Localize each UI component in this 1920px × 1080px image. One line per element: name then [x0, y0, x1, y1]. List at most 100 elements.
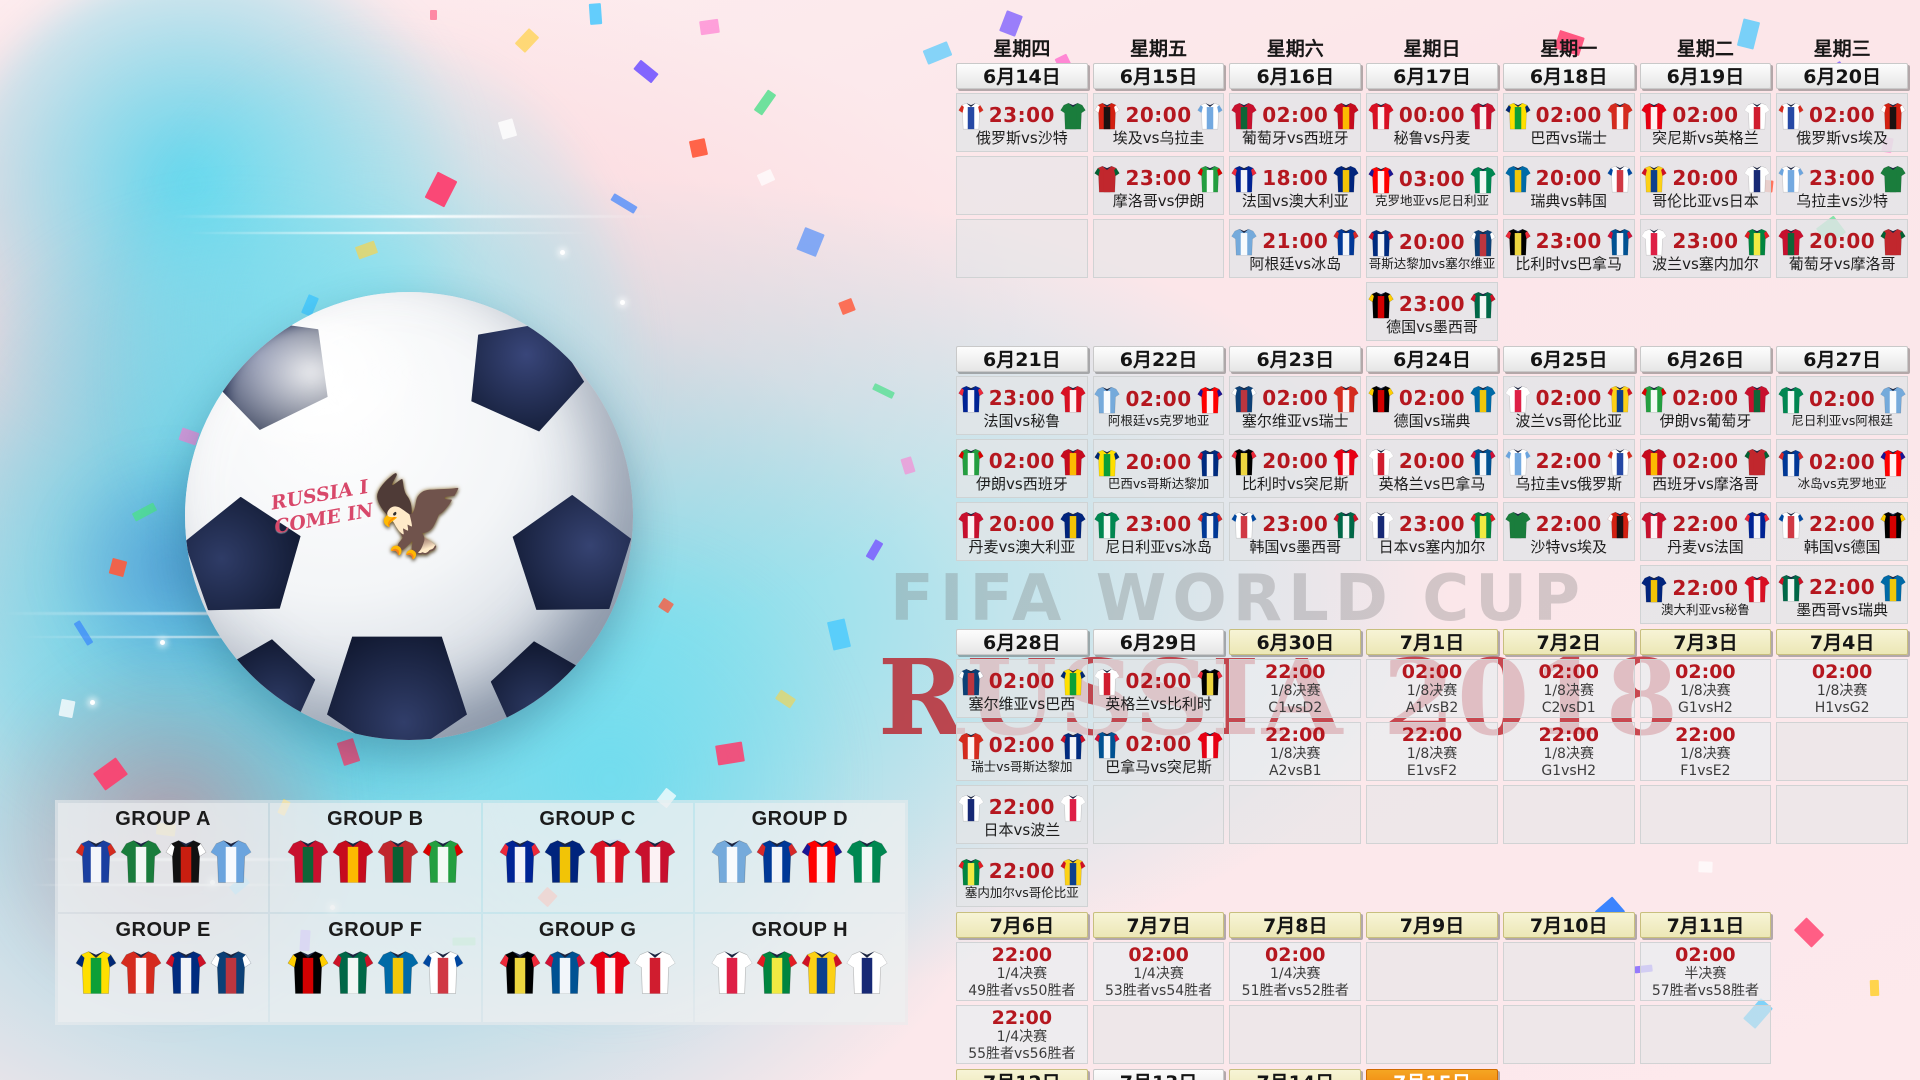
match-cell[interactable]: 02:00 塞尔维亚vs巴西 — [956, 659, 1088, 718]
date-header[interactable]: 6月17日 — [1366, 63, 1498, 89]
match-cell[interactable]: 02:00 半决赛 57胜者vs58胜者 — [1639, 942, 1772, 1001]
match-cell[interactable]: 23:00 法国vs秘鲁 — [956, 376, 1088, 435]
match-cell[interactable]: 02:00 伊朗vs葡萄牙 — [1639, 376, 1772, 435]
date-header[interactable]: 6月22日 — [1092, 346, 1225, 372]
date-header[interactable]: 6月24日 — [1366, 346, 1498, 372]
match-cell[interactable]: 22:00 塞内加尔vs哥伦比亚 — [956, 848, 1088, 907]
date-header[interactable]: 7月9日 — [1366, 912, 1498, 938]
date-header[interactable]: 6月19日 — [1639, 63, 1772, 89]
match-cell[interactable]: 02:00 冰岛vs克罗地亚 — [1776, 439, 1908, 498]
match-cell[interactable]: 22:00 乌拉圭vs俄罗斯 — [1502, 439, 1635, 498]
match-cell[interactable]: 03:00 克罗地亚vs尼日利亚 — [1366, 156, 1498, 215]
date-header[interactable]: 6月23日 — [1229, 346, 1362, 372]
match-cell[interactable]: 02:00 突尼斯vs英格兰 — [1639, 93, 1772, 152]
match-cell[interactable]: 22:00 韩国vs德国 — [1776, 502, 1908, 561]
match-cell[interactable]: 22:00 日本vs波兰 — [956, 785, 1088, 844]
match-cell[interactable]: 02:00 1/8决赛 G1vsH2 — [1639, 659, 1772, 718]
match-cell[interactable]: 22:00 1/8决赛 C1vsD2 — [1229, 659, 1362, 718]
date-header[interactable]: 6月29日 — [1092, 629, 1225, 655]
date-header[interactable]: 6月30日 — [1229, 629, 1362, 655]
date-header[interactable]: 7月10日 — [1502, 912, 1635, 938]
match-cell[interactable]: 23:00 日本vs塞内加尔 — [1366, 502, 1498, 561]
match-cell[interactable]: 23:00 摩洛哥vs伊朗 — [1092, 156, 1225, 215]
match-cell[interactable]: 22:00 丹麦vs法国 — [1639, 502, 1772, 561]
match-cell[interactable]: 02:00 巴拿马vs突尼斯 — [1092, 722, 1225, 781]
match-cell[interactable]: 02:00 1/4决赛 53胜者vs54胜者 — [1092, 942, 1225, 1001]
date-header[interactable]: 7月12日 — [956, 1069, 1088, 1080]
group-box[interactable]: GROUP E — [58, 913, 269, 1022]
match-cell[interactable]: 02:00 1/8决赛 C2vsD1 — [1502, 659, 1635, 718]
date-header[interactable]: 6月16日 — [1229, 63, 1362, 89]
date-header[interactable]: 6月18日 — [1502, 63, 1635, 89]
match-cell[interactable]: 02:00 塞尔维亚vs瑞士 — [1229, 376, 1362, 435]
group-box[interactable]: GROUP D — [694, 803, 905, 912]
group-box[interactable]: GROUP A — [58, 803, 269, 912]
match-cell[interactable]: 02:00 葡萄牙vs西班牙 — [1229, 93, 1362, 152]
date-header[interactable]: 7月7日 — [1092, 912, 1225, 938]
match-cell[interactable]: 02:00 瑞士vs哥斯达黎加 — [956, 722, 1088, 781]
date-header[interactable]: 6月21日 — [956, 346, 1088, 372]
match-cell[interactable]: 20:00 英格兰vs巴拿马 — [1366, 439, 1498, 498]
match-cell[interactable]: 21:00 阿根廷vs冰岛 — [1229, 219, 1362, 278]
match-cell[interactable]: 22:00 沙特vs埃及 — [1502, 502, 1635, 561]
date-header[interactable]: 7月3日 — [1639, 629, 1772, 655]
match-cell[interactable]: 02:00 俄罗斯vs埃及 — [1776, 93, 1908, 152]
match-cell[interactable]: 23:00 德国vs墨西哥 — [1366, 282, 1498, 341]
group-box[interactable]: GROUP B — [270, 803, 481, 912]
match-cell[interactable]: 20:00 哥斯达黎加vs塞尔维亚 — [1366, 219, 1498, 278]
date-header[interactable]: 6月14日 — [956, 63, 1088, 89]
match-cell[interactable]: 23:00 比利时vs巴拿马 — [1502, 219, 1635, 278]
date-header[interactable]: 7月8日 — [1229, 912, 1362, 938]
match-cell[interactable]: 20:00 丹麦vs澳大利亚 — [956, 502, 1088, 561]
group-box[interactable]: GROUP C — [482, 803, 693, 912]
date-header[interactable]: 7月1日 — [1366, 629, 1498, 655]
match-cell[interactable]: 20:00 哥伦比亚vs日本 — [1639, 156, 1772, 215]
group-box[interactable]: GROUP F — [270, 913, 481, 1022]
match-cell[interactable]: 02:00 伊朗vs西班牙 — [956, 439, 1088, 498]
match-cell[interactable]: 02:00 尼日利亚vs阿根廷 — [1776, 376, 1908, 435]
match-cell[interactable]: 23:00 尼日利亚vs冰岛 — [1092, 502, 1225, 561]
match-cell[interactable]: 00:00 秘鲁vs丹麦 — [1366, 93, 1498, 152]
date-header[interactable]: 7月4日 — [1776, 629, 1908, 655]
date-header[interactable]: 6月25日 — [1502, 346, 1635, 372]
match-cell[interactable]: 02:00 西班牙vs摩洛哥 — [1639, 439, 1772, 498]
match-cell[interactable]: 02:00 1/8决赛 H1vsG2 — [1776, 659, 1908, 718]
match-cell[interactable]: 02:00 巴西vs瑞士 — [1502, 93, 1635, 152]
match-cell[interactable]: 02:00 波兰vs哥伦比亚 — [1502, 376, 1635, 435]
date-header[interactable]: 6月20日 — [1776, 63, 1908, 89]
group-box[interactable]: GROUP H — [694, 913, 905, 1022]
match-cell[interactable]: 20:00 葡萄牙vs摩洛哥 — [1776, 219, 1908, 278]
date-header[interactable]: 7月13日 — [1092, 1069, 1225, 1080]
date-header[interactable]: 7月11日 — [1639, 912, 1772, 938]
match-cell[interactable]: 20:00 巴西vs哥斯达黎加 — [1092, 439, 1225, 498]
match-cell[interactable]: 20:00 瑞典vs韩国 — [1502, 156, 1635, 215]
match-cell[interactable]: 22:00 1/4决赛 49胜者vs50胜者 — [956, 942, 1088, 1001]
match-cell[interactable]: 02:00 英格兰vs比利时 — [1092, 659, 1225, 718]
match-cell[interactable]: 23:00 俄罗斯vs沙特 — [956, 93, 1088, 152]
date-header[interactable]: 6月26日 — [1639, 346, 1772, 372]
date-header[interactable]: 7月2日 — [1502, 629, 1635, 655]
match-cell[interactable]: 02:00 1/4决赛 51胜者vs52胜者 — [1229, 942, 1362, 1001]
match-cell[interactable]: 23:00 韩国vs墨西哥 — [1229, 502, 1362, 561]
match-cell[interactable]: 20:00 埃及vs乌拉圭 — [1092, 93, 1225, 152]
match-cell[interactable]: 18:00 法国vs澳大利亚 — [1229, 156, 1362, 215]
date-header[interactable]: 7月6日 — [956, 912, 1088, 938]
match-cell[interactable]: 23:00 乌拉圭vs沙特 — [1776, 156, 1908, 215]
match-cell[interactable]: 22:00 1/8决赛 E1vsF2 — [1366, 722, 1498, 781]
match-cell[interactable]: 22:00 1/8决赛 G1vsH2 — [1502, 722, 1635, 781]
date-header[interactable]: 6月27日 — [1776, 346, 1908, 372]
match-cell[interactable]: 02:00 阿根廷vs克罗地亚 — [1092, 376, 1225, 435]
date-header[interactable]: 6月28日 — [956, 629, 1088, 655]
date-header[interactable]: 7月15日 — [1366, 1069, 1498, 1080]
match-cell[interactable]: 02:00 德国vs瑞典 — [1366, 376, 1498, 435]
date-header[interactable]: 7月14日 — [1229, 1069, 1362, 1080]
match-cell[interactable]: 23:00 波兰vs塞内加尔 — [1639, 219, 1772, 278]
match-cell[interactable]: 22:00 1/8决赛 F1vsE2 — [1639, 722, 1772, 781]
match-cell[interactable]: 22:00 1/8决赛 A2vsB1 — [1229, 722, 1362, 781]
match-cell[interactable]: 20:00 比利时vs突尼斯 — [1229, 439, 1362, 498]
match-cell[interactable]: 02:00 1/8决赛 A1vsB2 — [1366, 659, 1498, 718]
match-cell[interactable]: 22:00 1/4决赛 55胜者vs56胜者 — [956, 1005, 1088, 1064]
match-cell[interactable]: 22:00 澳大利亚vs秘鲁 — [1639, 565, 1772, 624]
group-box[interactable]: GROUP G — [482, 913, 693, 1022]
match-cell[interactable]: 22:00 墨西哥vs瑞典 — [1776, 565, 1908, 624]
